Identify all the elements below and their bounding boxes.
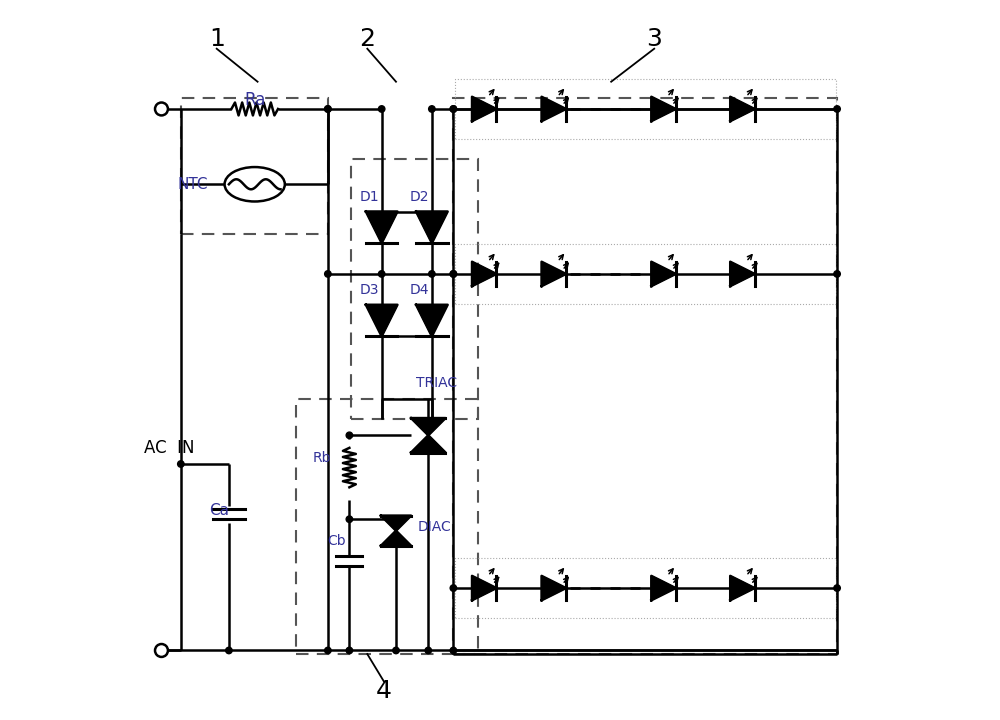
- Polygon shape: [542, 262, 566, 286]
- Ellipse shape: [225, 167, 285, 202]
- Polygon shape: [730, 262, 755, 286]
- Text: Ra: Ra: [244, 91, 265, 109]
- Bar: [296, 400, 478, 654]
- Text: Ca: Ca: [209, 503, 229, 518]
- Circle shape: [450, 271, 457, 277]
- Polygon shape: [651, 262, 676, 286]
- Circle shape: [325, 271, 331, 277]
- Circle shape: [178, 461, 184, 467]
- Text: 3: 3: [646, 27, 662, 50]
- Polygon shape: [366, 212, 397, 243]
- Circle shape: [429, 271, 435, 277]
- Circle shape: [425, 647, 432, 654]
- Circle shape: [393, 516, 399, 523]
- Polygon shape: [472, 96, 496, 121]
- Polygon shape: [381, 531, 411, 546]
- Text: TRIAC: TRIAC: [416, 377, 457, 390]
- Circle shape: [346, 516, 353, 523]
- Bar: [181, 98, 328, 235]
- Text: Cb: Cb: [327, 534, 346, 548]
- Circle shape: [450, 271, 457, 277]
- Bar: [455, 244, 836, 304]
- Circle shape: [325, 106, 331, 112]
- Text: D1: D1: [360, 190, 379, 204]
- Bar: [455, 79, 836, 139]
- Text: 4: 4: [376, 680, 392, 703]
- Circle shape: [378, 106, 385, 112]
- Circle shape: [378, 271, 385, 277]
- Polygon shape: [416, 212, 448, 243]
- Circle shape: [155, 102, 168, 115]
- Text: 2: 2: [359, 27, 375, 50]
- Circle shape: [346, 432, 353, 438]
- Circle shape: [429, 106, 435, 112]
- Bar: [351, 159, 478, 419]
- Text: NTC: NTC: [178, 177, 208, 192]
- Polygon shape: [542, 96, 566, 121]
- Circle shape: [155, 644, 168, 657]
- Circle shape: [393, 647, 399, 654]
- Circle shape: [450, 585, 457, 591]
- Polygon shape: [411, 436, 445, 453]
- Circle shape: [450, 106, 457, 112]
- Polygon shape: [542, 576, 566, 600]
- Circle shape: [450, 106, 457, 112]
- Polygon shape: [381, 516, 411, 531]
- Circle shape: [450, 647, 457, 654]
- Text: DIAC: DIAC: [418, 520, 451, 534]
- Text: Rb: Rb: [313, 451, 331, 465]
- Circle shape: [834, 106, 840, 112]
- Bar: [455, 558, 836, 618]
- Polygon shape: [472, 262, 496, 286]
- Bar: [453, 98, 837, 654]
- Circle shape: [226, 647, 232, 654]
- Text: AC  IN: AC IN: [144, 438, 195, 456]
- Text: D4: D4: [410, 283, 429, 297]
- Polygon shape: [651, 576, 676, 600]
- Circle shape: [834, 271, 840, 277]
- Circle shape: [834, 585, 840, 591]
- Polygon shape: [472, 576, 496, 600]
- Polygon shape: [411, 418, 445, 436]
- Circle shape: [346, 647, 353, 654]
- Polygon shape: [366, 305, 397, 336]
- Polygon shape: [730, 96, 755, 121]
- Text: 1: 1: [209, 27, 225, 50]
- Text: D3: D3: [360, 283, 379, 297]
- Polygon shape: [730, 576, 755, 600]
- Text: D2: D2: [410, 190, 429, 204]
- Polygon shape: [416, 305, 448, 336]
- Circle shape: [325, 647, 331, 654]
- Circle shape: [325, 106, 331, 112]
- Polygon shape: [651, 96, 676, 121]
